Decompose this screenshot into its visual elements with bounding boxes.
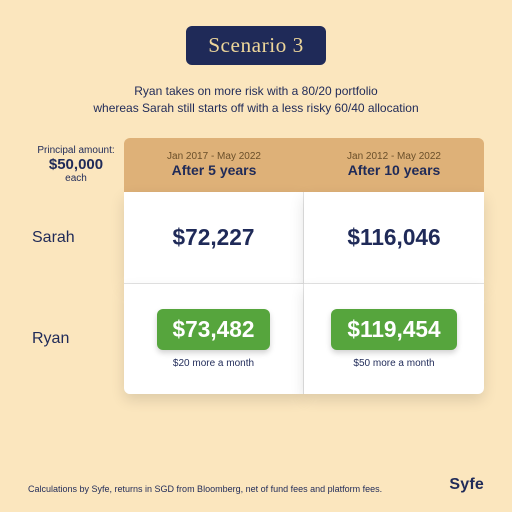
value-sub: $20 more a month [173,358,254,369]
column-period: Jan 2017 - May 2022 [167,151,261,162]
value-sub: $50 more a month [353,358,434,369]
footer: Calculations by Syfe, returns in SGD fro… [28,464,484,494]
principal-label: Principal amount: [37,145,114,156]
infographic-card: Scenario 3 Ryan takes on more risk with … [0,0,512,512]
column-after: After 5 years [172,162,257,178]
column-period: Jan 2012 - May 2022 [347,151,441,162]
footnote-text: Calculations by Syfe, returns in SGD fro… [28,484,449,494]
cell-ryan-5yr: $73,482 $20 more a month [124,284,304,394]
cell-ryan-10yr: $119,454 $50 more a month [304,284,484,394]
row-label-sarah: Sarah [28,192,124,284]
value: $72,227 [173,224,255,251]
cell-sarah-10yr: $116,046 [304,192,484,284]
column-header-10yr: Jan 2012 - May 2022 After 10 years [304,138,484,192]
subtitle-line2: whereas Sarah still starts off with a le… [93,100,418,117]
principal-cell: Principal amount: $50,000 each [28,138,124,192]
comparison-table: Principal amount: $50,000 each Jan 2017 … [28,138,484,394]
column-header-5yr: Jan 2017 - May 2022 After 5 years [124,138,304,192]
value: $116,046 [347,224,440,251]
cell-sarah-5yr: $72,227 [124,192,304,284]
principal-each: each [65,173,87,184]
subtitle: Ryan takes on more risk with a 80/20 por… [93,83,418,118]
brand-logo: Syfe [449,476,484,494]
column-after: After 10 years [348,162,441,178]
principal-value: $50,000 [49,156,103,173]
subtitle-line1: Ryan takes on more risk with a 80/20 por… [93,83,418,100]
value-highlight: $73,482 [157,309,271,350]
value-highlight: $119,454 [331,309,456,350]
scenario-badge: Scenario 3 [186,26,326,65]
row-label-ryan: Ryan [28,284,124,394]
